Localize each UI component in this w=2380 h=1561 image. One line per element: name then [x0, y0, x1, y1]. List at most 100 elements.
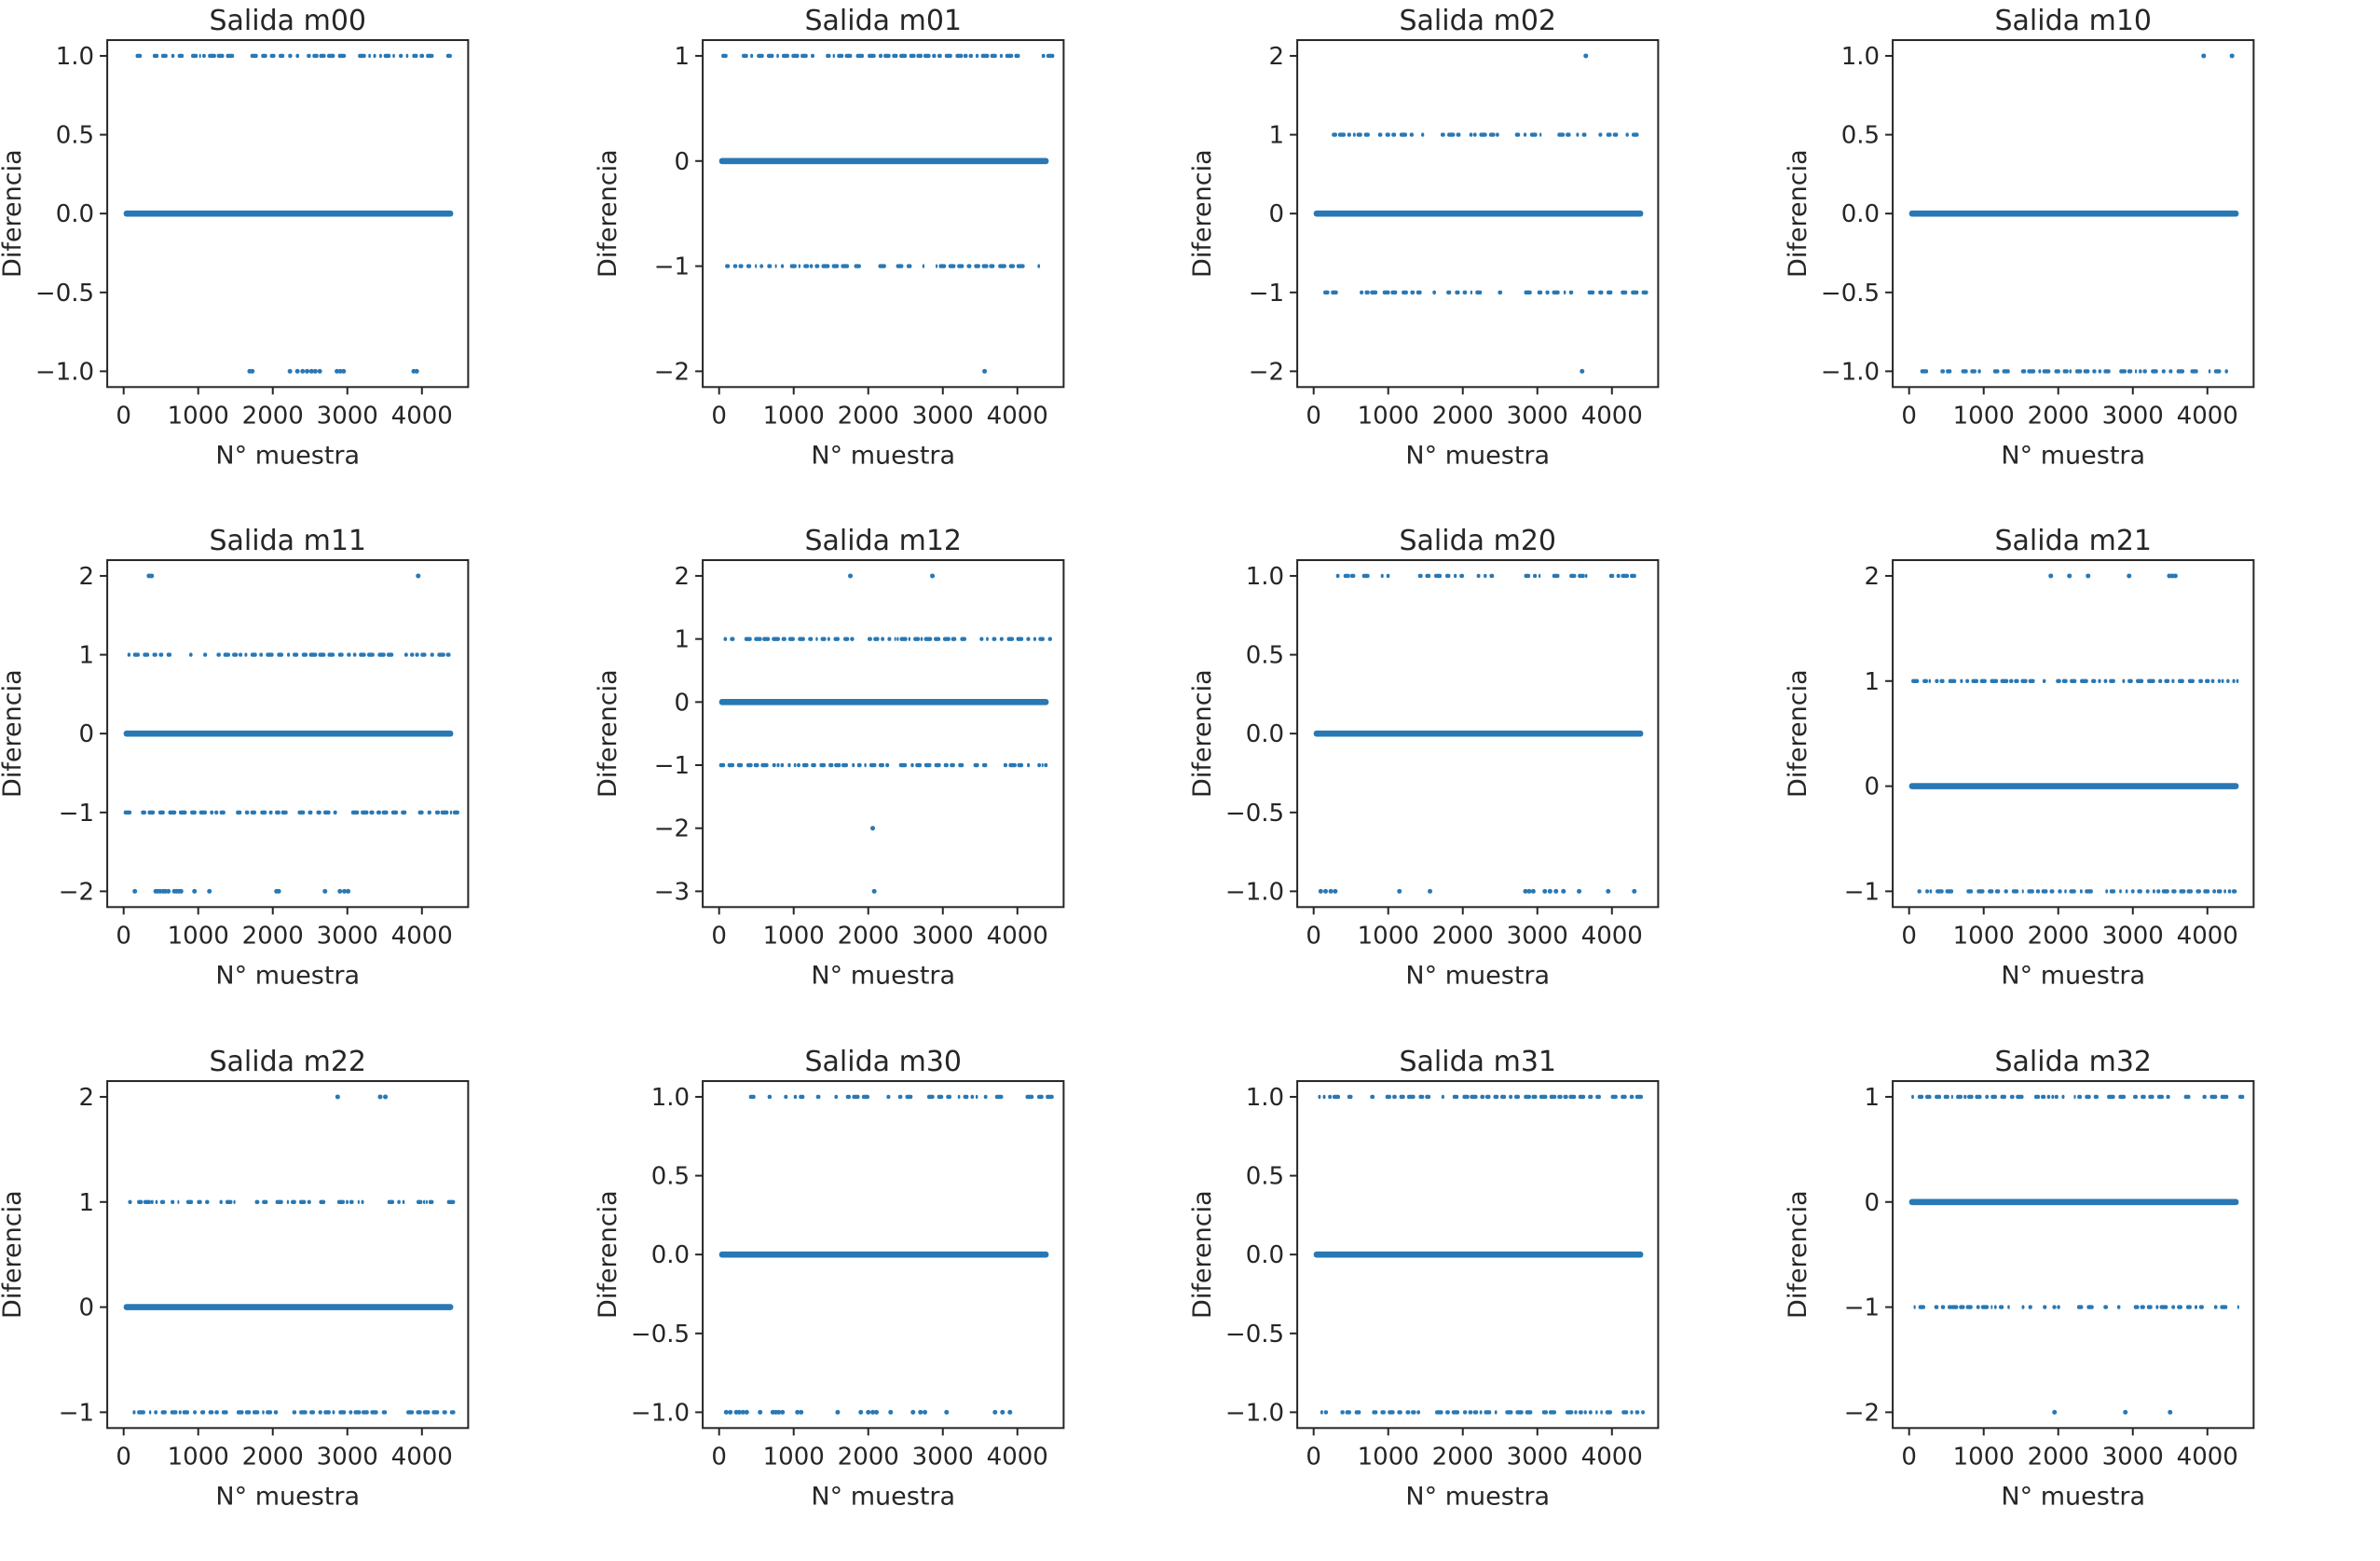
y-tick-label: 0.0 [1246, 1241, 1284, 1269]
y-axis-label: Diferencia [1785, 1190, 1812, 1319]
y-tick-label: 2 [79, 563, 95, 591]
y-tick-label: 0.0 [1840, 200, 1879, 228]
y-tick-label: −0.5 [1820, 280, 1879, 308]
x-tick-label: 3000 [911, 402, 973, 430]
x-tick-label: 1000 [168, 402, 229, 430]
x-tick-label: 4000 [391, 402, 453, 430]
x-tick-label: 1000 [762, 1443, 824, 1471]
y-tick-label: 1.0 [56, 43, 94, 71]
x-tick-label: 3000 [911, 923, 973, 951]
x-axis-label: N° muestra [215, 962, 360, 991]
y-tick-label: 0 [674, 148, 690, 176]
x-tick-label: 0 [1901, 402, 1917, 430]
chart-title: Salida m10 [1994, 5, 2152, 37]
x-tick-label: 0 [1901, 1443, 1917, 1471]
y-tick-label: −1 [59, 1399, 94, 1427]
y-tick-label: 0.0 [56, 200, 94, 228]
x-axis-label: N° muestra [811, 1482, 955, 1511]
y-tick-label: −1 [1249, 280, 1284, 308]
y-tick-label: 0 [674, 690, 690, 718]
x-tick-label: 3000 [2101, 402, 2163, 430]
y-tick-label: 1 [1864, 668, 1880, 696]
y-tick-label: 0.5 [56, 122, 94, 150]
x-tick-label: 4000 [2176, 1443, 2237, 1471]
x-axis-label: N° muestra [215, 1482, 360, 1511]
x-tick-label: 1000 [762, 923, 824, 951]
x-tick-label: 3000 [2101, 923, 2163, 951]
y-tick-label: −1.0 [630, 1399, 689, 1427]
y-tick-label: 0 [79, 721, 95, 749]
x-axis-label: N° muestra [215, 441, 360, 470]
y-tick-label: 1 [1269, 122, 1285, 150]
x-tick-label: 1000 [1952, 402, 2014, 430]
x-tick-label: 3000 [1507, 1443, 1568, 1471]
y-tick-label: 0 [1864, 774, 1880, 801]
y-axis-label: Diferencia [1190, 1190, 1217, 1319]
chart-title: Salida m32 [1994, 1046, 2152, 1078]
y-axis-label: Diferencia [0, 670, 27, 799]
chart-title: Salida m30 [804, 1046, 962, 1078]
x-tick-label: 4000 [1581, 923, 1643, 951]
y-tick-label: 0.5 [1246, 642, 1284, 670]
y-tick-label: 2 [674, 563, 690, 591]
plot-frame [107, 1081, 468, 1428]
y-axis-label: Diferencia [595, 670, 622, 799]
x-tick-label: 2000 [2027, 923, 2088, 951]
x-axis-label: N° muestra [2001, 1482, 2145, 1511]
y-tick-label: −1 [653, 752, 689, 780]
y-tick-label: 0 [1269, 200, 1285, 228]
x-tick-label: 4000 [986, 923, 1047, 951]
x-axis-label: N° muestra [811, 962, 955, 991]
x-axis-label: N° muestra [811, 441, 955, 470]
y-tick-label: 0.5 [650, 1162, 689, 1190]
y-tick-label: 2 [1864, 563, 1880, 591]
x-tick-label: 3000 [317, 1443, 378, 1471]
x-tick-label: 4000 [986, 1443, 1047, 1471]
x-tick-label: 3000 [2101, 1443, 2163, 1471]
x-tick-label: 4000 [2176, 923, 2237, 951]
chart-title: Salida m12 [804, 525, 962, 557]
y-tick-label: −2 [653, 358, 689, 386]
y-tick-label: −1 [59, 800, 94, 828]
y-axis-label: Diferencia [0, 1190, 27, 1319]
x-tick-label: 1000 [1358, 402, 1419, 430]
x-tick-label: 2000 [242, 923, 304, 951]
x-tick-label: 0 [711, 402, 727, 430]
x-tick-label: 3000 [1507, 923, 1568, 951]
y-tick-label: 1.0 [1840, 43, 1879, 71]
y-axis-label: Diferencia [595, 1190, 622, 1319]
y-tick-label: −2 [653, 815, 689, 843]
x-tick-label: 2000 [242, 402, 304, 430]
y-axis-label: Diferencia [0, 149, 27, 278]
y-tick-label: −3 [653, 879, 689, 907]
x-tick-label: 0 [116, 1443, 131, 1471]
y-tick-label: −0.5 [1225, 1321, 1284, 1349]
y-axis-label: Diferencia [1190, 670, 1217, 799]
y-tick-label: 0.5 [1246, 1162, 1284, 1190]
y-tick-label: −2 [59, 879, 94, 907]
y-tick-label: 2 [1269, 43, 1285, 71]
x-tick-label: 2000 [837, 923, 898, 951]
x-tick-label: 0 [1306, 923, 1321, 951]
y-tick-label: −1.0 [35, 358, 94, 386]
x-tick-label: 4000 [391, 923, 453, 951]
x-axis-label: N° muestra [1405, 1482, 1550, 1511]
chart-title: Salida m02 [1399, 5, 1556, 37]
